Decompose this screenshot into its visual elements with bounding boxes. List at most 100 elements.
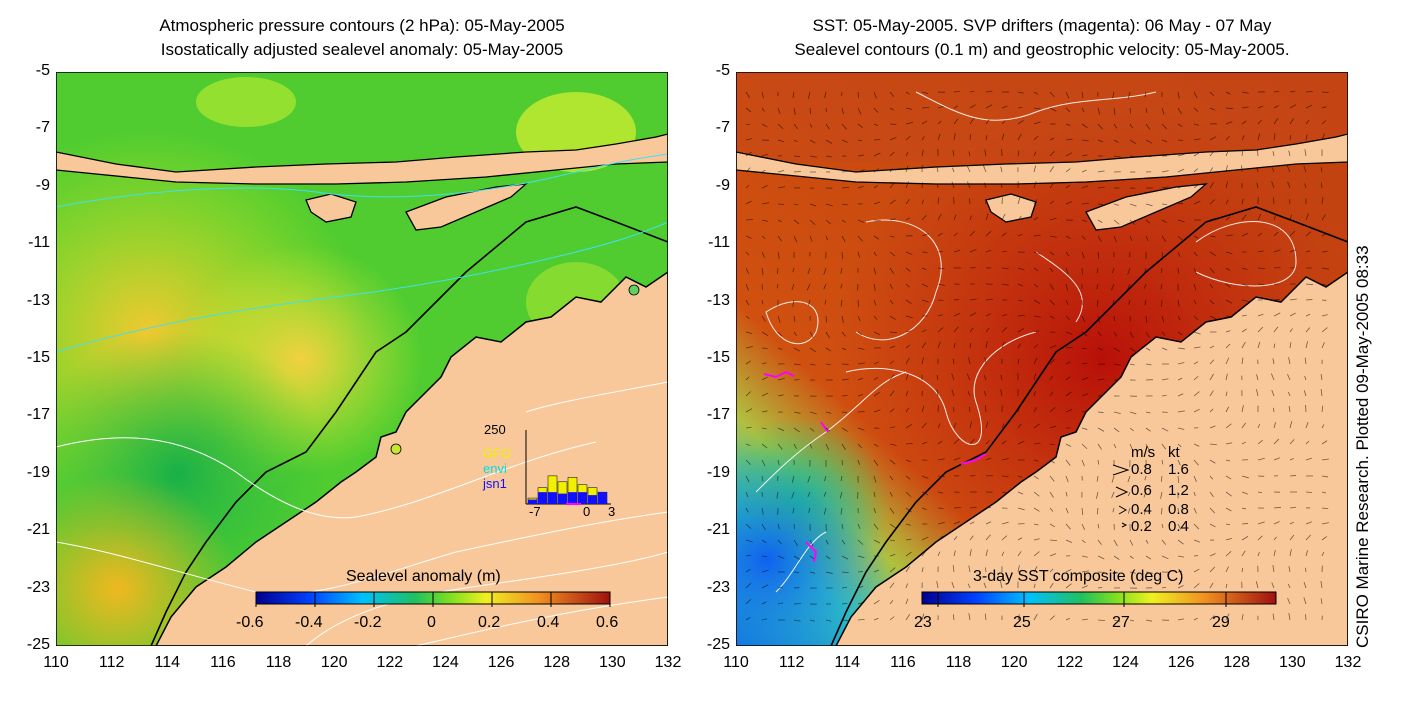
- sealevel-tick: 0.6: [596, 614, 619, 631]
- y-tick-label: -9: [35, 176, 50, 194]
- x-tick-label: 132: [654, 654, 682, 671]
- x-tick-label: 116: [210, 654, 236, 671]
- y-tick-label: -17: [26, 406, 50, 424]
- satellite-inset: [525, 430, 611, 505]
- x-tick-label: 118: [265, 654, 292, 671]
- x-tick-label: 128: [1223, 654, 1251, 671]
- y-tick-label: -19: [706, 463, 730, 481]
- x-tick-label: 112: [98, 654, 125, 671]
- velocity-legend-header-kt: kt: [1168, 444, 1180, 461]
- credit-note: CSIRO Marine Research. Plotted 09-May-20…: [1353, 245, 1372, 648]
- sst-colorbar: [921, 591, 1277, 605]
- x-tick-label: 118: [945, 654, 972, 671]
- left-title-line2: Isostatically adjusted sealevel anomaly:…: [160, 40, 564, 59]
- y-tick-label: -11: [708, 234, 730, 252]
- x-tick-label: 120: [1000, 654, 1028, 671]
- y-tick-label: -7: [35, 119, 50, 137]
- y-tick-label: -15: [26, 349, 50, 366]
- sumba-island: [985, 193, 1037, 223]
- sealevel-colorbar-label: Sealevel anomaly (m): [346, 568, 501, 585]
- inset-bar-jsn1: [548, 492, 557, 504]
- x-tick-label: 126: [487, 654, 515, 671]
- x-tick-label: 114: [834, 654, 861, 671]
- x-tick-label: 114: [154, 654, 181, 671]
- sealevel-contours: [755, 91, 1297, 593]
- sst-tick: 29: [1212, 614, 1230, 631]
- y-tick-label: -21: [706, 521, 730, 539]
- y-tick-label: -23: [706, 578, 730, 596]
- x-tick-label: 130: [599, 654, 626, 671]
- x-tick-label: 124: [432, 654, 459, 671]
- inset-xtick: -7: [529, 504, 541, 519]
- sealevel-tick: 0.4: [537, 614, 560, 631]
- x-tick-label: 120: [320, 654, 348, 671]
- shelf-edge: [830, 206, 1348, 646]
- x-tick-label: 110: [723, 654, 749, 671]
- velocity-legend-arrows: [1112, 464, 1130, 528]
- right-title-line2: Sealevel contours (0.1 m) and geostrophi…: [794, 40, 1290, 59]
- x-tick-label: 110: [43, 654, 69, 671]
- left-map: [56, 72, 668, 646]
- y-tick-label: -17: [706, 406, 730, 424]
- sealevel-tick: -0.6: [236, 614, 264, 631]
- inset-bar-jsn1: [578, 492, 587, 504]
- y-tick-label: -13: [706, 291, 730, 309]
- x-tick-label: 128: [543, 654, 571, 671]
- velocity-legend-kt: 1.6: [1168, 461, 1189, 478]
- x-tick-label: 112: [778, 654, 805, 671]
- drifter-tracks: [763, 370, 987, 563]
- timor-island: [1085, 183, 1208, 231]
- y-tick-label: -9: [715, 176, 730, 194]
- sealevel-tick: -0.4: [295, 614, 323, 631]
- y-tick-label: -21: [26, 521, 50, 539]
- inset-ymax-label: 250: [484, 422, 506, 437]
- sst-tick: 23: [914, 614, 932, 631]
- y-tick-label: -25: [706, 636, 730, 653]
- velocity-arrows: [745, 90, 1329, 622]
- timor-island: [405, 183, 528, 231]
- y-tick-label: -7: [715, 119, 730, 137]
- inset-legend-envi: envi: [483, 461, 507, 476]
- inset-bar-jsn1: [568, 492, 577, 504]
- right-map: [736, 72, 1348, 646]
- x-tick-label: 116: [890, 654, 916, 671]
- x-tick-label: 122: [1056, 654, 1084, 671]
- sealevel-tick: 0: [427, 614, 436, 631]
- inset-legend-jsn1: jsn1: [483, 476, 507, 491]
- inset-bar-jsn1: [528, 499, 537, 504]
- left-title-line1: Atmospheric pressure contours (2 hPa): 0…: [159, 16, 565, 35]
- y-tick-label: -13: [26, 291, 50, 309]
- y-tick-label: -5: [35, 62, 50, 79]
- velocity-legend-header-ms: m/s: [1131, 444, 1156, 461]
- north-islands: [56, 133, 668, 185]
- y-tick-label: -23: [26, 578, 50, 596]
- y-tick-label: -19: [26, 463, 50, 481]
- inset-xtick: 3: [608, 504, 616, 519]
- x-tick-label: 132: [1334, 654, 1362, 671]
- shelf-edge: [150, 206, 668, 646]
- x-tick-label: 130: [1279, 654, 1306, 671]
- sst-tick: 25: [1013, 614, 1031, 631]
- australia-land: [155, 271, 668, 646]
- x-tick-label: 124: [1112, 654, 1139, 671]
- sst-tick: 27: [1112, 614, 1130, 631]
- velocity-legend-ms: 0.2: [1131, 518, 1152, 535]
- y-tick-label: -11: [28, 234, 50, 252]
- velocity-legend-ms: 0.8: [1131, 461, 1152, 478]
- right-title-line1: SST: 05-May-2005. SVP drifters (magenta)…: [812, 16, 1272, 35]
- y-tick-label: -15: [706, 349, 730, 366]
- australia-land: [835, 271, 1348, 646]
- velocity-legend-kt: 1.2: [1168, 482, 1189, 499]
- inset-xtick: 0: [583, 504, 591, 519]
- sealevel-tick: -0.2: [354, 614, 382, 631]
- y-tick-label: -5: [715, 62, 730, 79]
- x-tick-label: 126: [1167, 654, 1195, 671]
- y-tick-label: -25: [26, 636, 50, 653]
- velocity-legend-kt: 0.8: [1168, 501, 1189, 518]
- inset-legend-gfo: GFO: [483, 446, 512, 461]
- velocity-legend-ms: 0.4: [1131, 501, 1152, 518]
- sst-colorbar-label: 3-day SST composite (deg C): [973, 568, 1184, 585]
- x-tick-label: 122: [376, 654, 404, 671]
- inset-bar-jsn1: [588, 495, 597, 504]
- sealevel-tick: 0.2: [478, 614, 501, 631]
